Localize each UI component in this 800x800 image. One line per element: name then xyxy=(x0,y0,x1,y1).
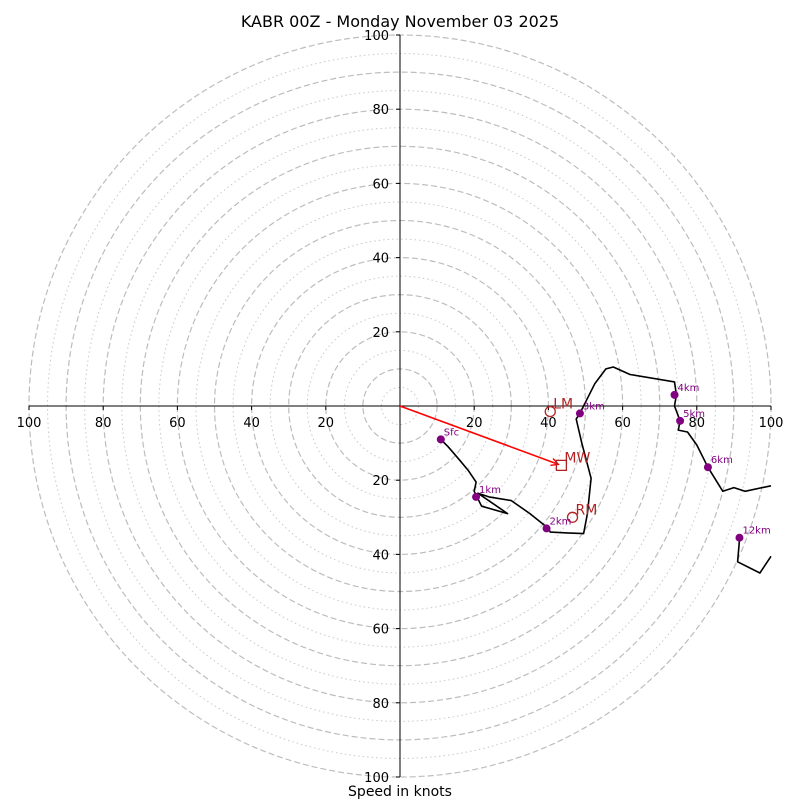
lm-marker xyxy=(544,405,556,418)
height-point-1km xyxy=(472,492,481,501)
y-tick-label: 20 xyxy=(372,326,389,341)
x-tick-label: 20 xyxy=(466,416,483,431)
height-point-4km xyxy=(670,390,679,399)
rm-marker xyxy=(566,511,579,523)
height-label-1km: 1km xyxy=(479,485,501,496)
x-tick-label: 80 xyxy=(95,416,112,431)
x-tick-label: 80 xyxy=(689,416,706,431)
height-label-4km: 4km xyxy=(678,383,700,394)
x-tick-label: 40 xyxy=(243,416,260,431)
height-point-2km xyxy=(542,524,551,533)
height-label-12km: 12km xyxy=(742,526,770,537)
x-tick-label: 60 xyxy=(614,416,631,431)
y-tick-label: 40 xyxy=(372,252,389,267)
mean-wind-vector xyxy=(399,405,559,466)
height-label-5km: 5km xyxy=(683,409,705,420)
mw-label: MW xyxy=(564,450,590,466)
height-point-5km xyxy=(676,416,685,425)
y-tick-label: 80 xyxy=(372,697,389,712)
mean-wind-arrowhead xyxy=(550,458,560,466)
height-point-sfc xyxy=(436,435,445,444)
wind-trace-upper-line xyxy=(736,539,772,574)
x-tick-label: 100 xyxy=(759,416,784,431)
height-point-12km xyxy=(735,533,744,542)
chart-title: KABR 00Z - Monday November 03 2025 xyxy=(241,12,559,31)
height-label-3km: 3km xyxy=(583,401,605,412)
x-tick-label: 40 xyxy=(540,416,557,431)
wind-trace xyxy=(440,366,772,574)
x-tick-label: 60 xyxy=(169,416,186,431)
height-label-6km: 6km xyxy=(711,455,733,466)
y-tick-label: 60 xyxy=(372,623,389,638)
height-point-6km xyxy=(703,463,712,472)
x-axis-label: Speed in knots xyxy=(348,784,452,800)
tick-labels: 100 80 60 40 20 20 40 60 80 100 100 80 60 40 20 20 40 60 8… xyxy=(17,29,784,786)
lm-label: LM xyxy=(553,397,573,413)
y-tick-label: 60 xyxy=(372,177,389,192)
height-label-2km: 2km xyxy=(550,516,572,527)
y-tick-label: 100 xyxy=(364,771,389,786)
y-tick-label: 80 xyxy=(372,103,389,118)
y-tick-label: 20 xyxy=(372,474,389,489)
x-tick-label: 100 xyxy=(17,416,42,431)
x-tick-label: 20 xyxy=(318,416,335,431)
height-markers: Sfc 1km 2km 3km 4km 5km 6km 12km xyxy=(436,383,771,542)
wind-trace-line xyxy=(440,366,772,535)
height-point-3km xyxy=(575,409,584,418)
rm-label: RM xyxy=(576,502,598,518)
y-tick-label: 40 xyxy=(372,548,389,563)
storm-motion-markers: LM MW RM xyxy=(399,397,598,523)
mw-marker xyxy=(555,459,568,472)
height-label-sfc: Sfc xyxy=(444,427,459,438)
y-tick-label: 100 xyxy=(364,29,389,44)
